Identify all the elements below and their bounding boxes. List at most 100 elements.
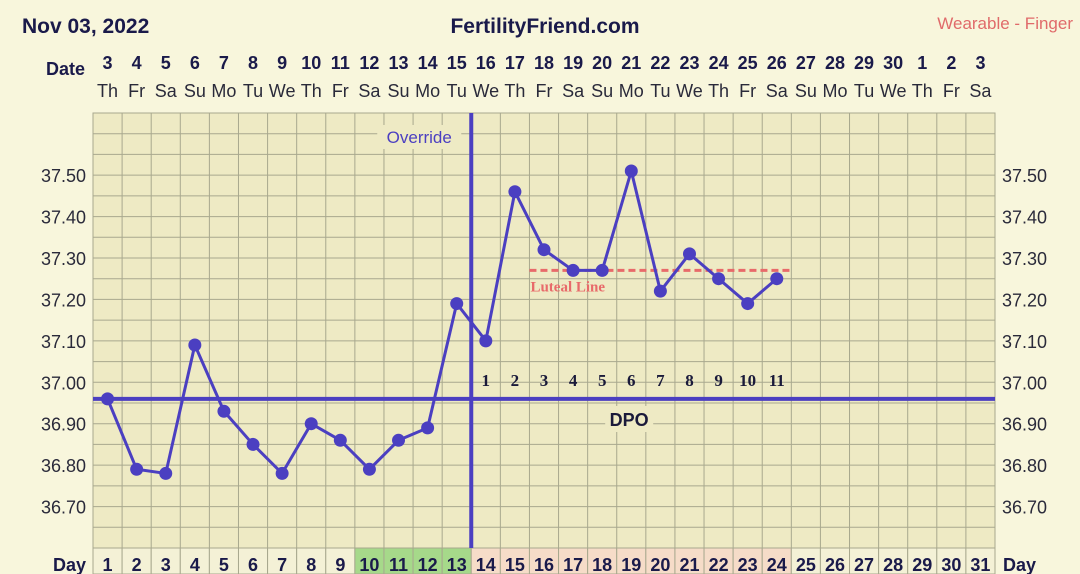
temperature-point[interactable] xyxy=(770,272,784,286)
temperature-point[interactable] xyxy=(421,421,435,435)
cycle-day-cell xyxy=(267,547,298,574)
date-number: 6 xyxy=(190,53,200,73)
date-number: 8 xyxy=(248,53,258,73)
date-number: 28 xyxy=(825,53,845,73)
temperature-point[interactable] xyxy=(392,433,406,447)
temperature-point[interactable] xyxy=(450,297,464,311)
weekday-label: We xyxy=(472,81,499,101)
temperature-point[interactable] xyxy=(217,404,231,418)
cycle-day-number: 18 xyxy=(592,555,612,574)
cycle-day-cell xyxy=(965,547,996,574)
date-number: 22 xyxy=(650,53,670,73)
y-tick-label-left: 37.40 xyxy=(41,208,86,228)
y-tick-label-left: 37.00 xyxy=(41,373,86,393)
temperature-point[interactable] xyxy=(566,263,580,277)
cycle-day-number: 30 xyxy=(941,555,961,574)
temperature-point[interactable] xyxy=(188,338,202,352)
cycle-day-number: 20 xyxy=(650,555,670,574)
date-number: 10 xyxy=(301,53,321,73)
weekday-label: Su xyxy=(795,81,817,101)
cycle-day-number: 21 xyxy=(679,555,699,574)
temperature-point[interactable] xyxy=(304,417,318,431)
weekday-label: Fr xyxy=(943,81,960,101)
temperature-point[interactable] xyxy=(653,284,667,298)
temperature-point[interactable] xyxy=(362,462,376,476)
y-tick-label-left: 36.90 xyxy=(41,415,86,435)
weekday-label: Th xyxy=(912,81,933,101)
cycle-day-number: 13 xyxy=(447,555,467,574)
date-number: 24 xyxy=(709,53,729,73)
weekday-label: Tu xyxy=(854,81,874,101)
temperature-line xyxy=(106,169,778,475)
day-row-label-right: Day xyxy=(1003,555,1036,574)
y-tick-label-left: 37.20 xyxy=(41,290,86,310)
y-tick-label-left: 36.80 xyxy=(41,456,86,476)
cycle-day-number: 26 xyxy=(825,555,845,574)
y-tick-label-right: 37.10 xyxy=(1002,332,1047,352)
cycle-day-cell xyxy=(936,547,967,574)
cycle-day-number: 25 xyxy=(796,555,816,574)
cycle-day-number: 17 xyxy=(563,555,583,574)
weekday-label: Fr xyxy=(128,81,145,101)
cycle-day-cell xyxy=(819,547,851,574)
y-tick-label-right: 36.90 xyxy=(1002,415,1047,435)
luteal-line-label: Luteal Line xyxy=(530,279,605,295)
weekday-label: Sa xyxy=(562,81,585,101)
cycle-day-number: 11 xyxy=(389,555,408,574)
cycle-day-number: 27 xyxy=(854,555,874,574)
temperature-point[interactable] xyxy=(159,466,173,480)
cycle-day-number: 3 xyxy=(161,555,171,574)
y-tick-label-left: 36.70 xyxy=(41,498,86,518)
method-label: Wearable - Finger xyxy=(937,14,1073,33)
weekday-label: Sa xyxy=(766,81,789,101)
cycle-day-number: 23 xyxy=(738,555,758,574)
site-name[interactable]: FertilityFriend.com xyxy=(450,15,639,38)
date-number: 9 xyxy=(277,53,287,73)
date-number: 12 xyxy=(359,53,379,73)
temperature-point[interactable] xyxy=(275,466,289,480)
y-tick-label-right: 36.70 xyxy=(1002,498,1047,518)
date-number: 11 xyxy=(331,53,350,73)
temperature-point[interactable] xyxy=(508,185,522,199)
temperature-point[interactable] xyxy=(537,243,551,257)
temperature-point[interactable] xyxy=(479,334,493,348)
y-tick-label-right: 37.40 xyxy=(1002,208,1047,228)
temperature-point[interactable] xyxy=(246,437,260,451)
date-number: 1 xyxy=(917,53,927,73)
cycle-day-cell xyxy=(587,547,618,574)
date-number: 5 xyxy=(161,53,171,73)
cycle-day-number: 19 xyxy=(621,555,641,574)
date-number: 3 xyxy=(103,53,113,73)
date-number: 16 xyxy=(476,53,496,73)
weekday-label: Mo xyxy=(211,81,236,101)
y-tick-label-left: 37.10 xyxy=(41,332,86,352)
cycle-day-cell xyxy=(208,547,239,574)
date-number: 20 xyxy=(592,53,612,73)
weekday-label: Tu xyxy=(447,81,467,101)
temperature-point[interactable] xyxy=(682,247,696,261)
cycle-day-number: 7 xyxy=(277,555,287,574)
weekday-label: Sa xyxy=(155,81,178,101)
weekday-label: Th xyxy=(97,81,118,101)
weekday-label: We xyxy=(269,81,296,101)
temperature-point[interactable] xyxy=(333,433,347,447)
cycle-day-number: 15 xyxy=(505,555,525,574)
date-row-label: Date xyxy=(46,59,85,79)
dpo-number: 8 xyxy=(685,371,694,390)
temperature-point[interactable] xyxy=(595,263,609,277)
y-tick-label-right: 36.80 xyxy=(1002,456,1047,476)
temperature-point[interactable] xyxy=(130,462,144,476)
y-tick-label-right: 37.00 xyxy=(1002,373,1047,393)
weekday-label: Mo xyxy=(415,81,440,101)
temperature-point[interactable] xyxy=(712,272,726,286)
temperature-point[interactable] xyxy=(101,392,115,406)
date-number: 17 xyxy=(505,53,525,73)
dpo-number: 5 xyxy=(598,371,607,390)
dpo-number: 7 xyxy=(656,371,665,390)
y-tick-label-left: 37.30 xyxy=(41,249,86,269)
temperature-point[interactable] xyxy=(624,164,638,178)
cycle-day-number: 1 xyxy=(103,555,113,574)
temperature-point[interactable] xyxy=(741,297,755,311)
cycle-day-number: 5 xyxy=(219,555,229,574)
override-label: Override xyxy=(387,128,452,147)
